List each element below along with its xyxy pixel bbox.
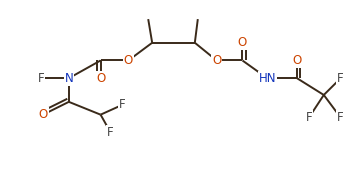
Text: F: F [38,72,45,85]
Text: F: F [337,111,344,124]
Text: F: F [119,98,126,111]
Text: O: O [38,108,48,121]
Text: O: O [238,36,247,49]
Text: O: O [292,54,302,67]
Text: F: F [337,72,344,85]
Text: F: F [107,126,114,139]
Text: F: F [306,111,312,124]
Text: N: N [64,72,73,85]
Text: HN: HN [259,72,276,85]
Text: O: O [212,54,221,67]
Text: O: O [124,54,133,67]
Text: O: O [96,72,105,85]
